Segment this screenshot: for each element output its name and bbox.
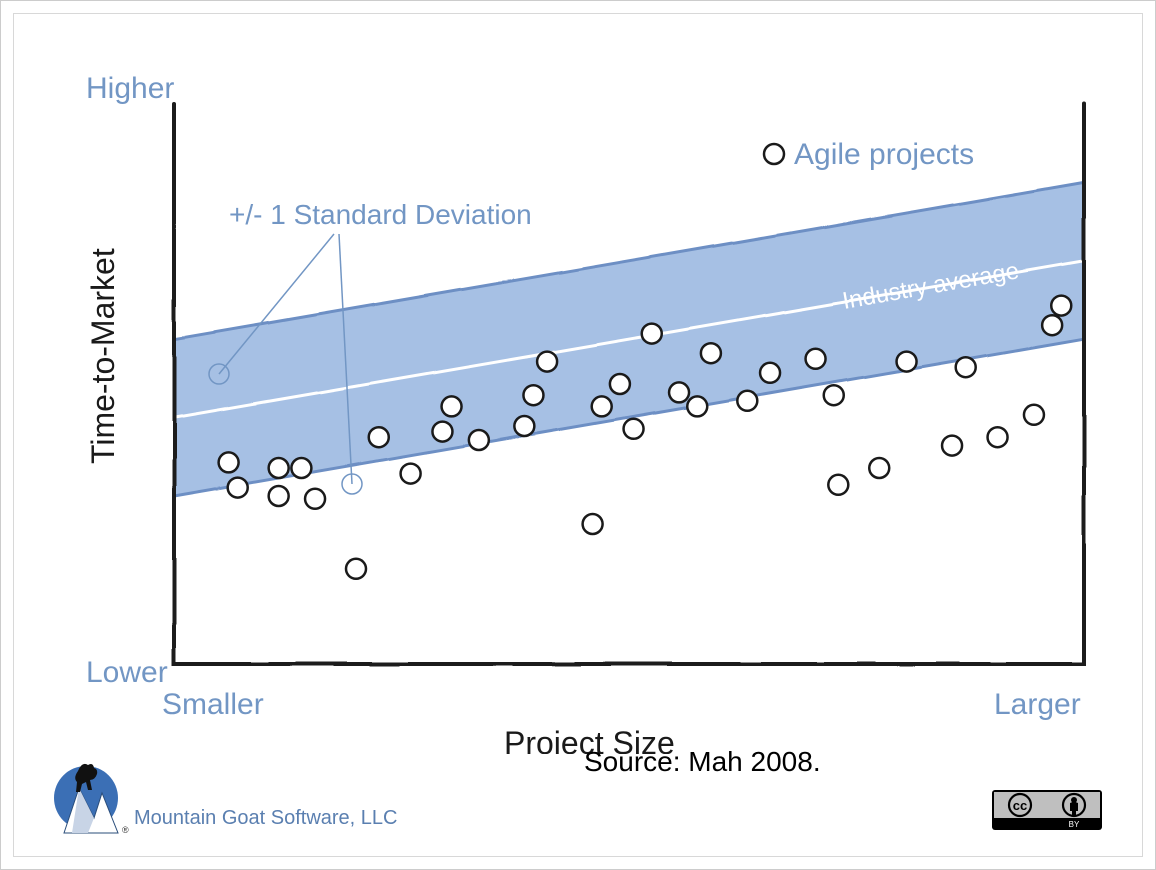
y-low-label: Lower [86, 656, 168, 689]
data-point [592, 396, 612, 416]
slide-footer: Source: Mah 2008. ® Mountain Goat Softwa… [44, 728, 1112, 838]
data-point [642, 324, 662, 344]
data-point [1024, 405, 1044, 425]
data-point [432, 422, 452, 442]
data-point [228, 478, 248, 498]
company-logo-icon: ® [44, 753, 129, 838]
data-point [701, 343, 721, 363]
legend-label: Agile projects [794, 138, 974, 171]
data-point [737, 391, 757, 411]
data-point [269, 486, 289, 506]
company-name: Mountain Goat Software, LLC [134, 807, 397, 830]
scatter-chart: +/- 1 Standard Deviation Industry averag… [74, 74, 1094, 694]
y-axis-title: Time-to-Market [85, 248, 121, 464]
data-point [305, 489, 325, 509]
data-point [469, 430, 489, 450]
data-point [687, 396, 707, 416]
cc-by-badge-icon: cc BY [992, 790, 1102, 830]
source-citation: Source: Mah 2008. [584, 746, 821, 778]
y-high-label: Higher [86, 74, 174, 105]
data-point [988, 427, 1008, 447]
data-point [523, 385, 543, 405]
data-point [583, 514, 603, 534]
svg-text:®: ® [122, 825, 129, 835]
data-point [291, 458, 311, 478]
data-point [824, 385, 844, 405]
x-high-label: Larger [994, 688, 1081, 721]
data-point [669, 382, 689, 402]
cc-by-text: BY [1069, 820, 1080, 829]
data-point [369, 427, 389, 447]
data-point [269, 458, 289, 478]
data-point [346, 559, 366, 579]
x-low-label: Smaller [162, 688, 264, 721]
data-point [828, 475, 848, 495]
data-point [442, 396, 462, 416]
data-point [514, 416, 534, 436]
data-point [869, 458, 889, 478]
legend-marker-icon [764, 144, 784, 164]
data-point [624, 419, 644, 439]
data-point [1051, 296, 1071, 316]
data-point [806, 349, 826, 369]
slide-frame: +/- 1 Standard Deviation Industry averag… [13, 13, 1143, 857]
legend-agile: Agile projects [764, 138, 974, 171]
data-point [956, 357, 976, 377]
data-point [1042, 315, 1062, 335]
data-point [610, 374, 630, 394]
data-point [760, 363, 780, 383]
svg-text:cc: cc [1013, 798, 1027, 813]
std-dev-label: +/- 1 Standard Deviation [229, 199, 532, 230]
data-point [401, 464, 421, 484]
data-point [537, 352, 557, 372]
data-point [219, 452, 239, 472]
data-point [942, 436, 962, 456]
data-point [897, 352, 917, 372]
